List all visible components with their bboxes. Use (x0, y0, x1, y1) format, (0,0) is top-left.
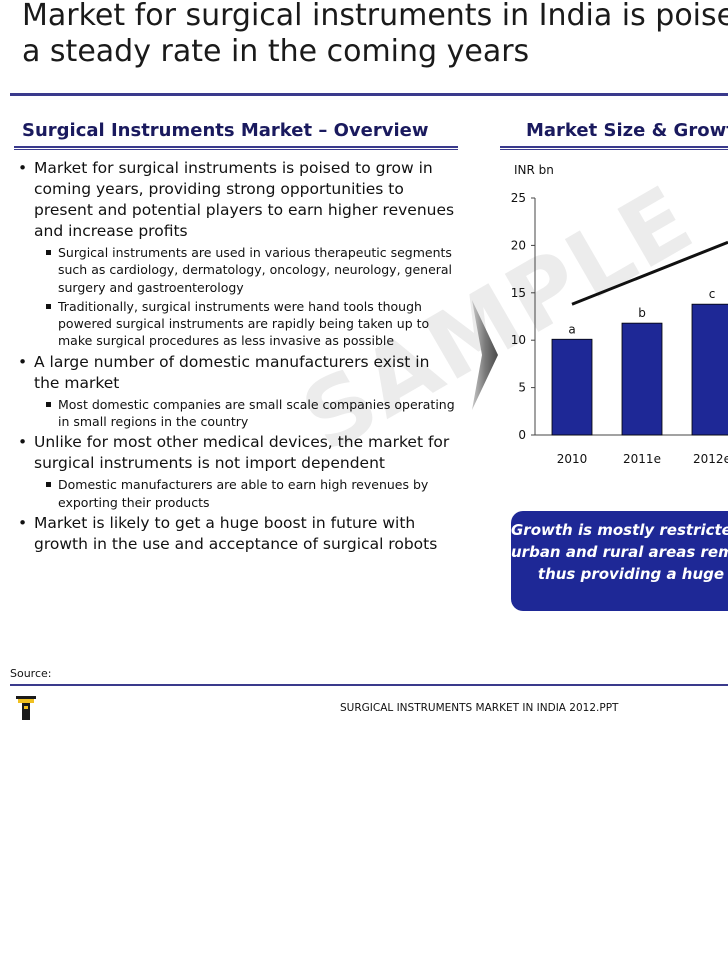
trend-line (571, 240, 728, 306)
x-tick-label: 2010 (557, 452, 588, 466)
bar (621, 322, 663, 436)
market-heading-rule (500, 146, 728, 150)
y-tick-label: 0 (518, 428, 526, 442)
callout-line-3: thus providing a huge (537, 565, 725, 583)
chart-unit-label: INR bn (514, 163, 554, 177)
sub-bullet-item: Surgical instruments are used in various… (18, 244, 458, 296)
bar-data-label: c (709, 287, 716, 301)
y-tick-label: 5 (518, 381, 526, 395)
title-divider (10, 93, 728, 96)
bullet-item: • Market for surgical instruments is pois… (18, 158, 458, 242)
bar-data-label: b (638, 306, 646, 320)
bullet-item: • Unlike for most other medical devices, … (18, 432, 458, 474)
bullet-item: • A large number of domestic manufacturer… (18, 352, 458, 394)
x-axis-labels: 2010 2011e 2012e (557, 452, 728, 466)
bullet-dot-icon: • (18, 513, 28, 532)
title-line-2: a steady rate in the coming years (22, 34, 530, 69)
square-bullet-icon (46, 482, 51, 488)
bullet-dot-icon: • (18, 159, 28, 177)
footer-text: SURGICAL INSTRUMENTS MARKET IN INDIA 201… (340, 702, 619, 714)
chevron-arrow-icon (472, 300, 498, 410)
sub-bullet-item: Most domestic companies are small scale … (18, 396, 458, 431)
bar-data-label: a (568, 322, 575, 336)
y-tick-label: 25 (511, 191, 526, 205)
market-heading: Market Size & Growth (526, 120, 728, 141)
lighthouse-logo-icon (16, 696, 36, 720)
bullet-dot-icon: • (18, 433, 28, 452)
overview-heading: Surgical Instruments Market – Overview (22, 120, 429, 141)
x-tick-label: 2012e (693, 452, 728, 466)
sub-bullet-text: Most domestic companies are small scale … (58, 396, 455, 430)
sub-bullet-item: Traditionally, surgical instruments were… (18, 298, 458, 350)
bullet-item: • Market is likely to get a huge boost in… (18, 513, 458, 555)
y-tick-label: 15 (511, 286, 526, 300)
callout-line-2: urban and rural areas remain (511, 543, 728, 561)
square-bullet-icon (46, 401, 51, 407)
y-tick-label: 20 (511, 238, 526, 252)
overview-bullet-list: • Market for surgical instruments is pois… (18, 158, 458, 557)
x-tick-label: 2011e (623, 452, 661, 466)
bars: a b c (551, 240, 728, 436)
y-tick-label: 10 (511, 333, 526, 347)
source-note: Source: (10, 667, 52, 680)
market-size-chart: INR bn 0 5 10 15 20 25 a b c 2010 2011e 2012e (511, 163, 728, 466)
sub-bullet-item: Domestic manufacturers are able to earn … (18, 476, 458, 511)
sub-bullet-text: Domestic manufacturers are able to earn … (58, 477, 429, 510)
footer-divider (10, 684, 728, 686)
overview-heading-rule (14, 146, 458, 150)
bullet-text: Market is likely to get a huge boost in … (34, 513, 438, 553)
square-bullet-icon (46, 250, 51, 255)
slide-title: Market for surgical instruments in India… (22, 0, 728, 70)
bullet-dot-icon: • (18, 352, 28, 371)
sub-bullet-text: Surgical instruments are used in various… (58, 245, 453, 295)
sub-bullet-text: Traditionally, surgical instruments were… (58, 298, 430, 349)
bar (551, 338, 593, 436)
bullet-text: Market for surgical instruments is poise… (34, 159, 455, 240)
bullet-text: Unlike for most other medical devices, t… (34, 433, 450, 473)
title-line-1: Market for surgical instruments in India… (22, 0, 728, 33)
growth-callout: Growth is mostly restricted to urban and… (511, 511, 728, 611)
callout-line-1: Growth is mostly restricted to (511, 521, 728, 539)
bar (691, 303, 728, 436)
bullet-text: A large number of domestic manufacturers… (34, 352, 430, 392)
slide: Market for surgical instruments in India… (10, 0, 728, 720)
square-bullet-icon (46, 303, 51, 309)
